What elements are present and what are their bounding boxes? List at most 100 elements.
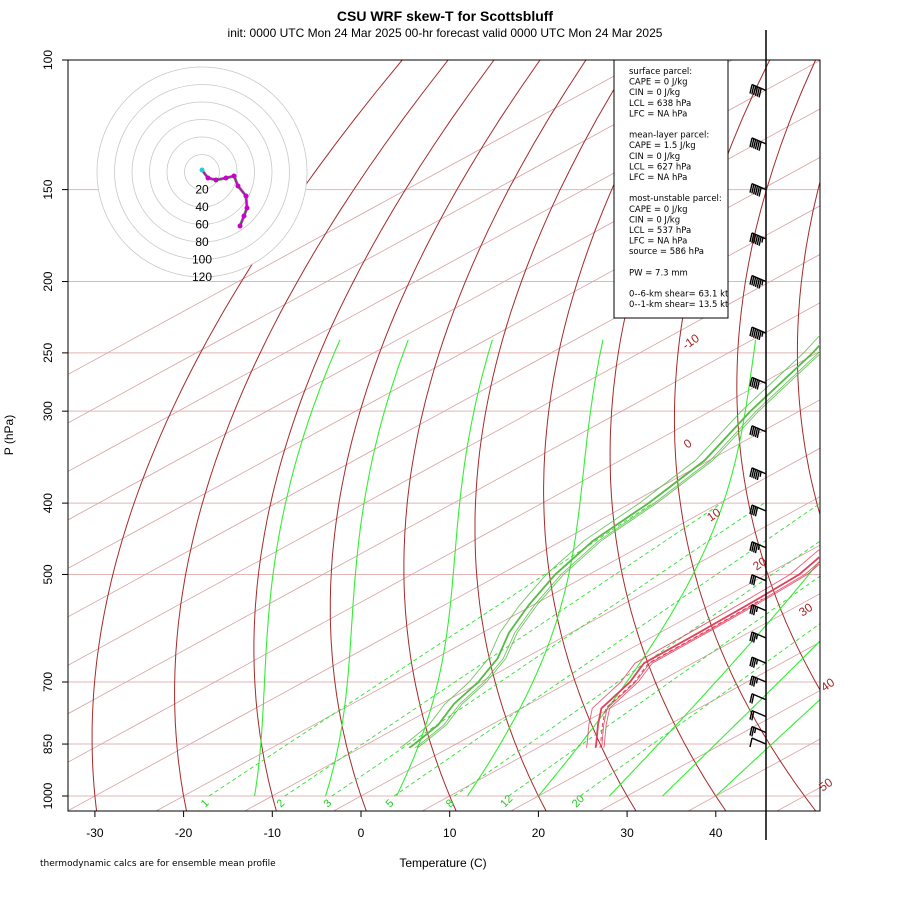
isotherm-line: [332, 544, 820, 811]
plot-frame: [67, 59, 821, 812]
hodograph-point: [199, 167, 205, 173]
wind-barb-flag: [749, 657, 753, 667]
wind-barb: [749, 725, 767, 737]
wind-barb-flag: [754, 427, 759, 438]
hodograph-ring: [149, 119, 255, 225]
isotherm-line: [68, 108, 820, 521]
hodograph-ring-label: 80: [195, 235, 209, 249]
x-tick-label: 0: [358, 826, 365, 840]
wind-barb-flag: [754, 543, 759, 554]
wind-barb-flag: [749, 726, 753, 736]
wind-barb-flag: [751, 276, 755, 286]
wind-barb-flag: [752, 576, 757, 586]
wind-barb: [749, 709, 767, 721]
info-line: CIN = 0 J/kg: [629, 215, 680, 225]
x-tick-label: 40: [709, 826, 723, 840]
wind-barb-flag: [752, 469, 757, 479]
x-tick-label: 10: [443, 826, 457, 840]
info-box-frame: [613, 59, 729, 319]
wind-barb-flag: [749, 574, 753, 584]
wind-barb-flag: [749, 737, 753, 748]
mixing-ratio-label: 3: [321, 797, 334, 810]
x-tick-label: -10: [264, 826, 282, 840]
dry-adiabat-line: [253, 60, 495, 811]
dry-adiabat-line: [174, 60, 449, 811]
wind-barb-flag: [754, 329, 759, 339]
wind-barb: [749, 137, 767, 151]
wind-barb-half-flag: [753, 727, 757, 734]
wind-barb-flag: [754, 185, 759, 196]
y-tick-label: 200: [41, 271, 55, 291]
wind-barb-flag: [749, 631, 753, 642]
info-line: LFC = NA hPa: [629, 109, 687, 119]
isotherm-line: [68, 253, 820, 666]
dry-adiabat-label: 40: [818, 675, 837, 694]
dry-adiabat-label: 10: [704, 505, 723, 524]
wind-barb-flag: [752, 633, 757, 643]
x-tick-label: -20: [175, 826, 193, 840]
wind-barb-flag: [752, 658, 757, 668]
mixing-ratio-label: 5: [384, 797, 397, 810]
hodograph-ring-label: 40: [195, 200, 209, 214]
isotherm-line: [421, 593, 820, 811]
wind-barb-flag: [754, 235, 759, 245]
wind-barb-half-flag: [755, 606, 759, 613]
wind-barb-flag: [751, 542, 755, 552]
wind-barb-flag: [749, 275, 753, 285]
dry-adiabat-line: [609, 60, 727, 811]
wind-barb-flag: [751, 632, 755, 642]
dry-adiabat-label: 30: [796, 600, 815, 619]
wind-barb-flag: [758, 141, 762, 151]
info-line: PW = 7.3 mm: [629, 268, 688, 278]
wind-barb-flag: [751, 327, 755, 338]
wind-barb-flag: [751, 468, 755, 478]
dry-adiabat-line: [329, 60, 541, 811]
parcel-trace-line: [599, 598, 763, 748]
isotherm-line: [68, 399, 820, 811]
wind-barb-flag: [749, 377, 753, 387]
wind-barb-half-flag: [757, 544, 760, 551]
hodograph: 20 40 60 80 100 120: [96, 66, 308, 284]
dry-adiabat-label: 0: [681, 436, 695, 451]
wind-barb-half-flag: [755, 659, 759, 665]
info-line: LFC = NA hPa: [629, 173, 687, 183]
info-line: LCL = 537 hPa: [629, 226, 691, 236]
wind-barb-flag: [749, 710, 753, 720]
hodograph-point: [237, 223, 243, 229]
hodograph-ring: [114, 84, 290, 260]
info-line: surface parcel:: [629, 67, 692, 77]
wind-barb-flag: [752, 543, 757, 553]
wind-barb-flag: [751, 233, 755, 243]
wind-barb-flag: [751, 605, 755, 615]
wind-barb-flag: [749, 326, 753, 337]
y-tick-label: 700: [41, 672, 55, 692]
temperature-profile-line: [594, 555, 820, 748]
wind-barb-flag: [749, 425, 753, 435]
wind-barb-flag: [754, 140, 759, 150]
isotherm-line: [510, 641, 820, 811]
dry-adiabat-line: [403, 60, 587, 811]
wind-barb-flag: [751, 575, 755, 585]
wind-barb: [749, 467, 767, 481]
wind-barb-flag: [749, 232, 753, 243]
wind-barb-flag: [749, 504, 753, 515]
chart-subtitle: init: 0000 UTC Mon 24 Mar 2025 00-hr for…: [228, 26, 663, 40]
hodograph-point: [241, 213, 247, 219]
hodograph-point: [235, 183, 241, 189]
axes: -30 -20 -10 0 10 20 30 401001502002503004005007…: [41, 50, 723, 840]
hodograph-ring-label: 100: [192, 253, 212, 267]
dry-adiabat-label: 50: [816, 775, 835, 794]
dry-adiabat-line: [796, 180, 820, 517]
hodograph-trace: [201, 169, 248, 227]
wind-barb: [749, 604, 767, 616]
info-line: 0--6-km shear= 63.1 kt: [629, 290, 729, 300]
wind-barb-flag: [751, 377, 755, 388]
isotherm-line: [244, 496, 820, 811]
footnote: thermodynamic calcs are for ensemble mea…: [40, 859, 276, 869]
wind-barb-flag: [758, 330, 762, 341]
y-tick-label: 300: [41, 401, 55, 421]
wind-barb-flag: [752, 506, 757, 516]
wind-barb-flag: [756, 140, 760, 151]
